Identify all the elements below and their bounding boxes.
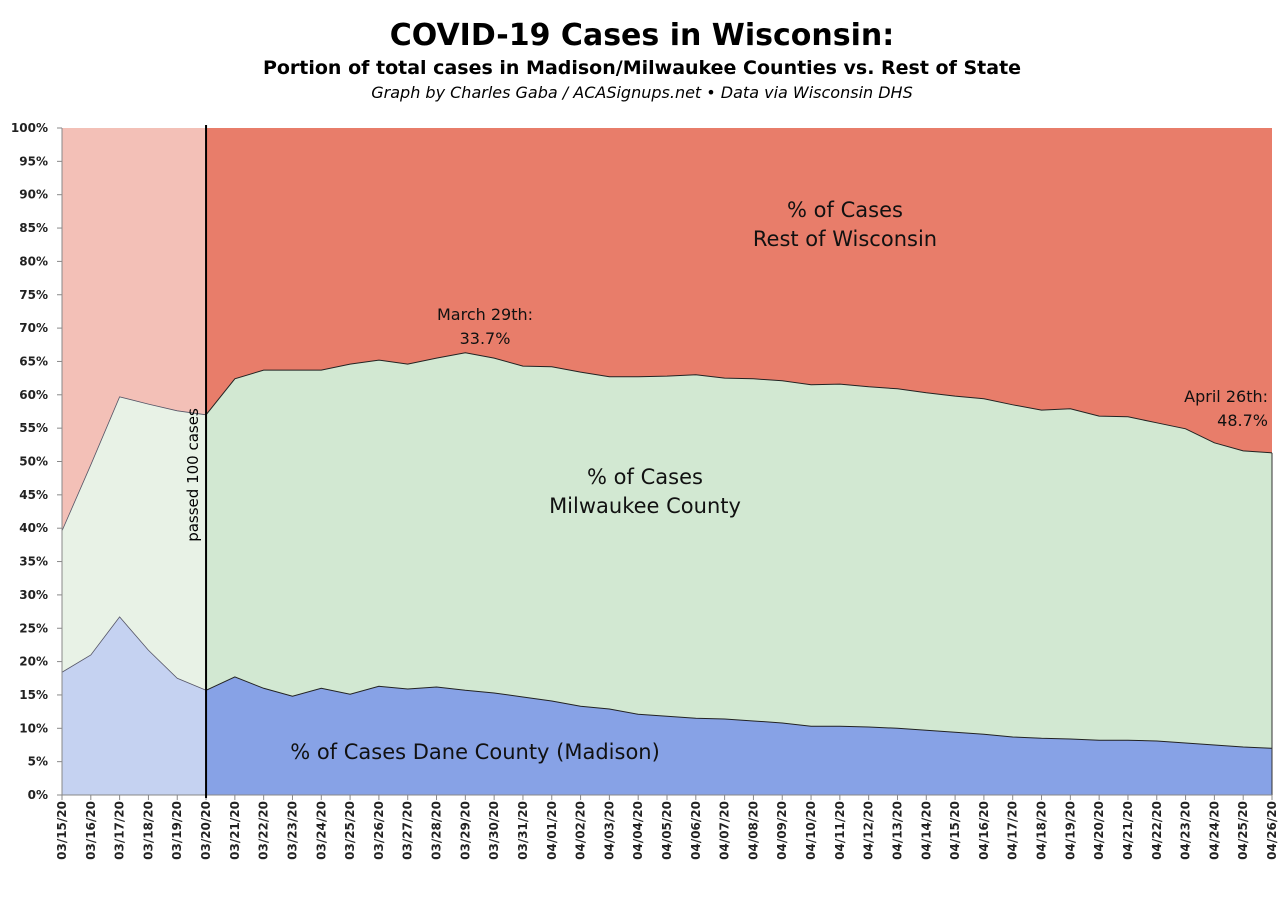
y-tick-label: 55%	[19, 421, 48, 435]
x-tick-label: 03/21/20	[228, 801, 242, 860]
x-tick-label: 04/12/20	[862, 801, 876, 860]
x-tick-label: 03/28/20	[430, 801, 444, 860]
milwaukee-area	[206, 352, 1273, 749]
x-tick-label: 03/25/20	[343, 801, 357, 860]
x-tick-label: 04/24/20	[1207, 801, 1221, 860]
x-tick-label: 03/20/20	[199, 801, 213, 860]
rest-label-1: % of Cases	[787, 198, 903, 222]
y-tick-label: 65%	[19, 354, 48, 368]
x-tick-label: 04/16/20	[977, 801, 991, 860]
march29-label-1: March 29th:	[437, 305, 533, 324]
y-tick-label: 40%	[19, 521, 48, 535]
x-tick-label: 03/27/20	[401, 801, 415, 860]
chart-credit: Graph by Charles Gaba / ACASignups.net •…	[371, 83, 913, 102]
x-tick-label: 03/16/20	[84, 801, 98, 860]
april26-label-1: April 26th:	[1184, 387, 1268, 406]
april26-label-2: 48.7%	[1217, 411, 1268, 430]
dane-line	[205, 676, 1273, 749]
y-tick-label: 20%	[19, 655, 48, 669]
x-tick-label: 03/17/20	[113, 801, 127, 860]
march29-label-2: 33.7%	[460, 329, 511, 348]
x-tick-label: 04/23/20	[1179, 801, 1193, 860]
x-tick-label: 04/01/20	[545, 801, 559, 860]
y-tick-label: 90%	[19, 188, 48, 202]
x-tick-label: 04/22/20	[1150, 801, 1164, 860]
y-tick-label: 60%	[19, 388, 48, 402]
milwaukee-label-2: Milwaukee County	[549, 494, 741, 518]
dane-area-pre	[62, 616, 207, 795]
x-tick-label: 04/07/20	[718, 801, 732, 860]
x-tick-label: 04/19/20	[1063, 801, 1077, 860]
y-tick-label: 75%	[19, 288, 48, 302]
x-tick-label: 04/21/20	[1121, 801, 1135, 860]
y-tick-label: 25%	[19, 621, 48, 635]
milwaukee-line	[205, 352, 1273, 454]
divider: passed 100 cases	[184, 125, 208, 798]
x-tick-label: 04/14/20	[919, 801, 933, 860]
y-tick-label: 85%	[19, 221, 48, 235]
rest-label-2: Rest of Wisconsin	[753, 227, 937, 251]
x-tick-label: 04/04/20	[631, 801, 645, 860]
areas	[61, 128, 1273, 795]
rest-area	[206, 128, 1273, 453]
x-tick-label: 03/22/20	[257, 801, 271, 860]
milwaukee-label-1: % of Cases	[587, 465, 703, 489]
x-tick-label: 04/05/20	[660, 801, 674, 860]
x-tick-label: 03/15/20	[55, 801, 69, 860]
x-tick-label: 04/10/20	[804, 801, 818, 860]
y-tick-label: 70%	[19, 321, 48, 335]
milwaukee-area-pre	[62, 396, 207, 691]
x-tick-label: 03/23/20	[285, 801, 299, 860]
y-tick-label: 45%	[19, 488, 48, 502]
x-tick-label: 04/06/20	[689, 801, 703, 860]
x-tick-label: 03/24/20	[314, 801, 328, 860]
y-tick-label: 5%	[28, 755, 48, 769]
divider-label: passed 100 cases	[184, 408, 202, 542]
x-tick-label: 04/17/20	[1006, 801, 1020, 860]
x-tick-label: 03/18/20	[141, 801, 155, 860]
y-tick-label: 80%	[19, 254, 48, 268]
y-tick-label: 0%	[28, 788, 48, 802]
x-tick-label: 03/30/20	[487, 801, 501, 860]
y-tick-label: 15%	[19, 688, 48, 702]
x-tick-label: 04/02/20	[574, 801, 588, 860]
x-tick-label: 04/20/20	[1092, 801, 1106, 860]
x-tick-label: 04/03/20	[602, 801, 616, 860]
chart-subtitle: Portion of total cases in Madison/Milwau…	[263, 57, 1021, 79]
dane-area	[206, 676, 1273, 795]
x-tick-label: 04/26/20	[1265, 801, 1279, 860]
y-tick-label: 30%	[19, 588, 48, 602]
y-tick-label: 10%	[19, 721, 48, 735]
dane-label: % of Cases Dane County (Madison)	[290, 740, 660, 764]
dane-line-pre	[61, 616, 207, 691]
y-tick-label: 100%	[11, 121, 48, 135]
x-tick-label: 04/15/20	[948, 801, 962, 860]
chart-title: COVID-19 Cases in Wisconsin:	[390, 18, 895, 53]
x-tick-label: 03/29/20	[458, 801, 472, 860]
y-tick-label: 35%	[19, 555, 48, 569]
x-tick-label: 04/18/20	[1035, 801, 1049, 860]
rest-area-pre	[62, 128, 207, 531]
x-tick-label: 03/19/20	[170, 801, 184, 860]
x-tick-label: 03/26/20	[372, 801, 386, 860]
x-axis: 03/15/20 03/16/20 03/17/20 03/18/20 03/19/20…	[55, 795, 1279, 860]
milwaukee-line-pre	[61, 396, 207, 532]
x-tick-label: 04/13/20	[890, 801, 904, 860]
y-tick-label: 95%	[19, 154, 48, 168]
x-tick-label: 03/31/20	[516, 801, 530, 860]
x-tick-label: 04/11/20	[833, 801, 847, 860]
y-tick-label: 50%	[19, 455, 48, 469]
x-tick-label: 04/09/20	[775, 801, 789, 860]
x-tick-label: 04/08/20	[746, 801, 760, 860]
x-tick-label: 04/25/20	[1236, 801, 1250, 860]
